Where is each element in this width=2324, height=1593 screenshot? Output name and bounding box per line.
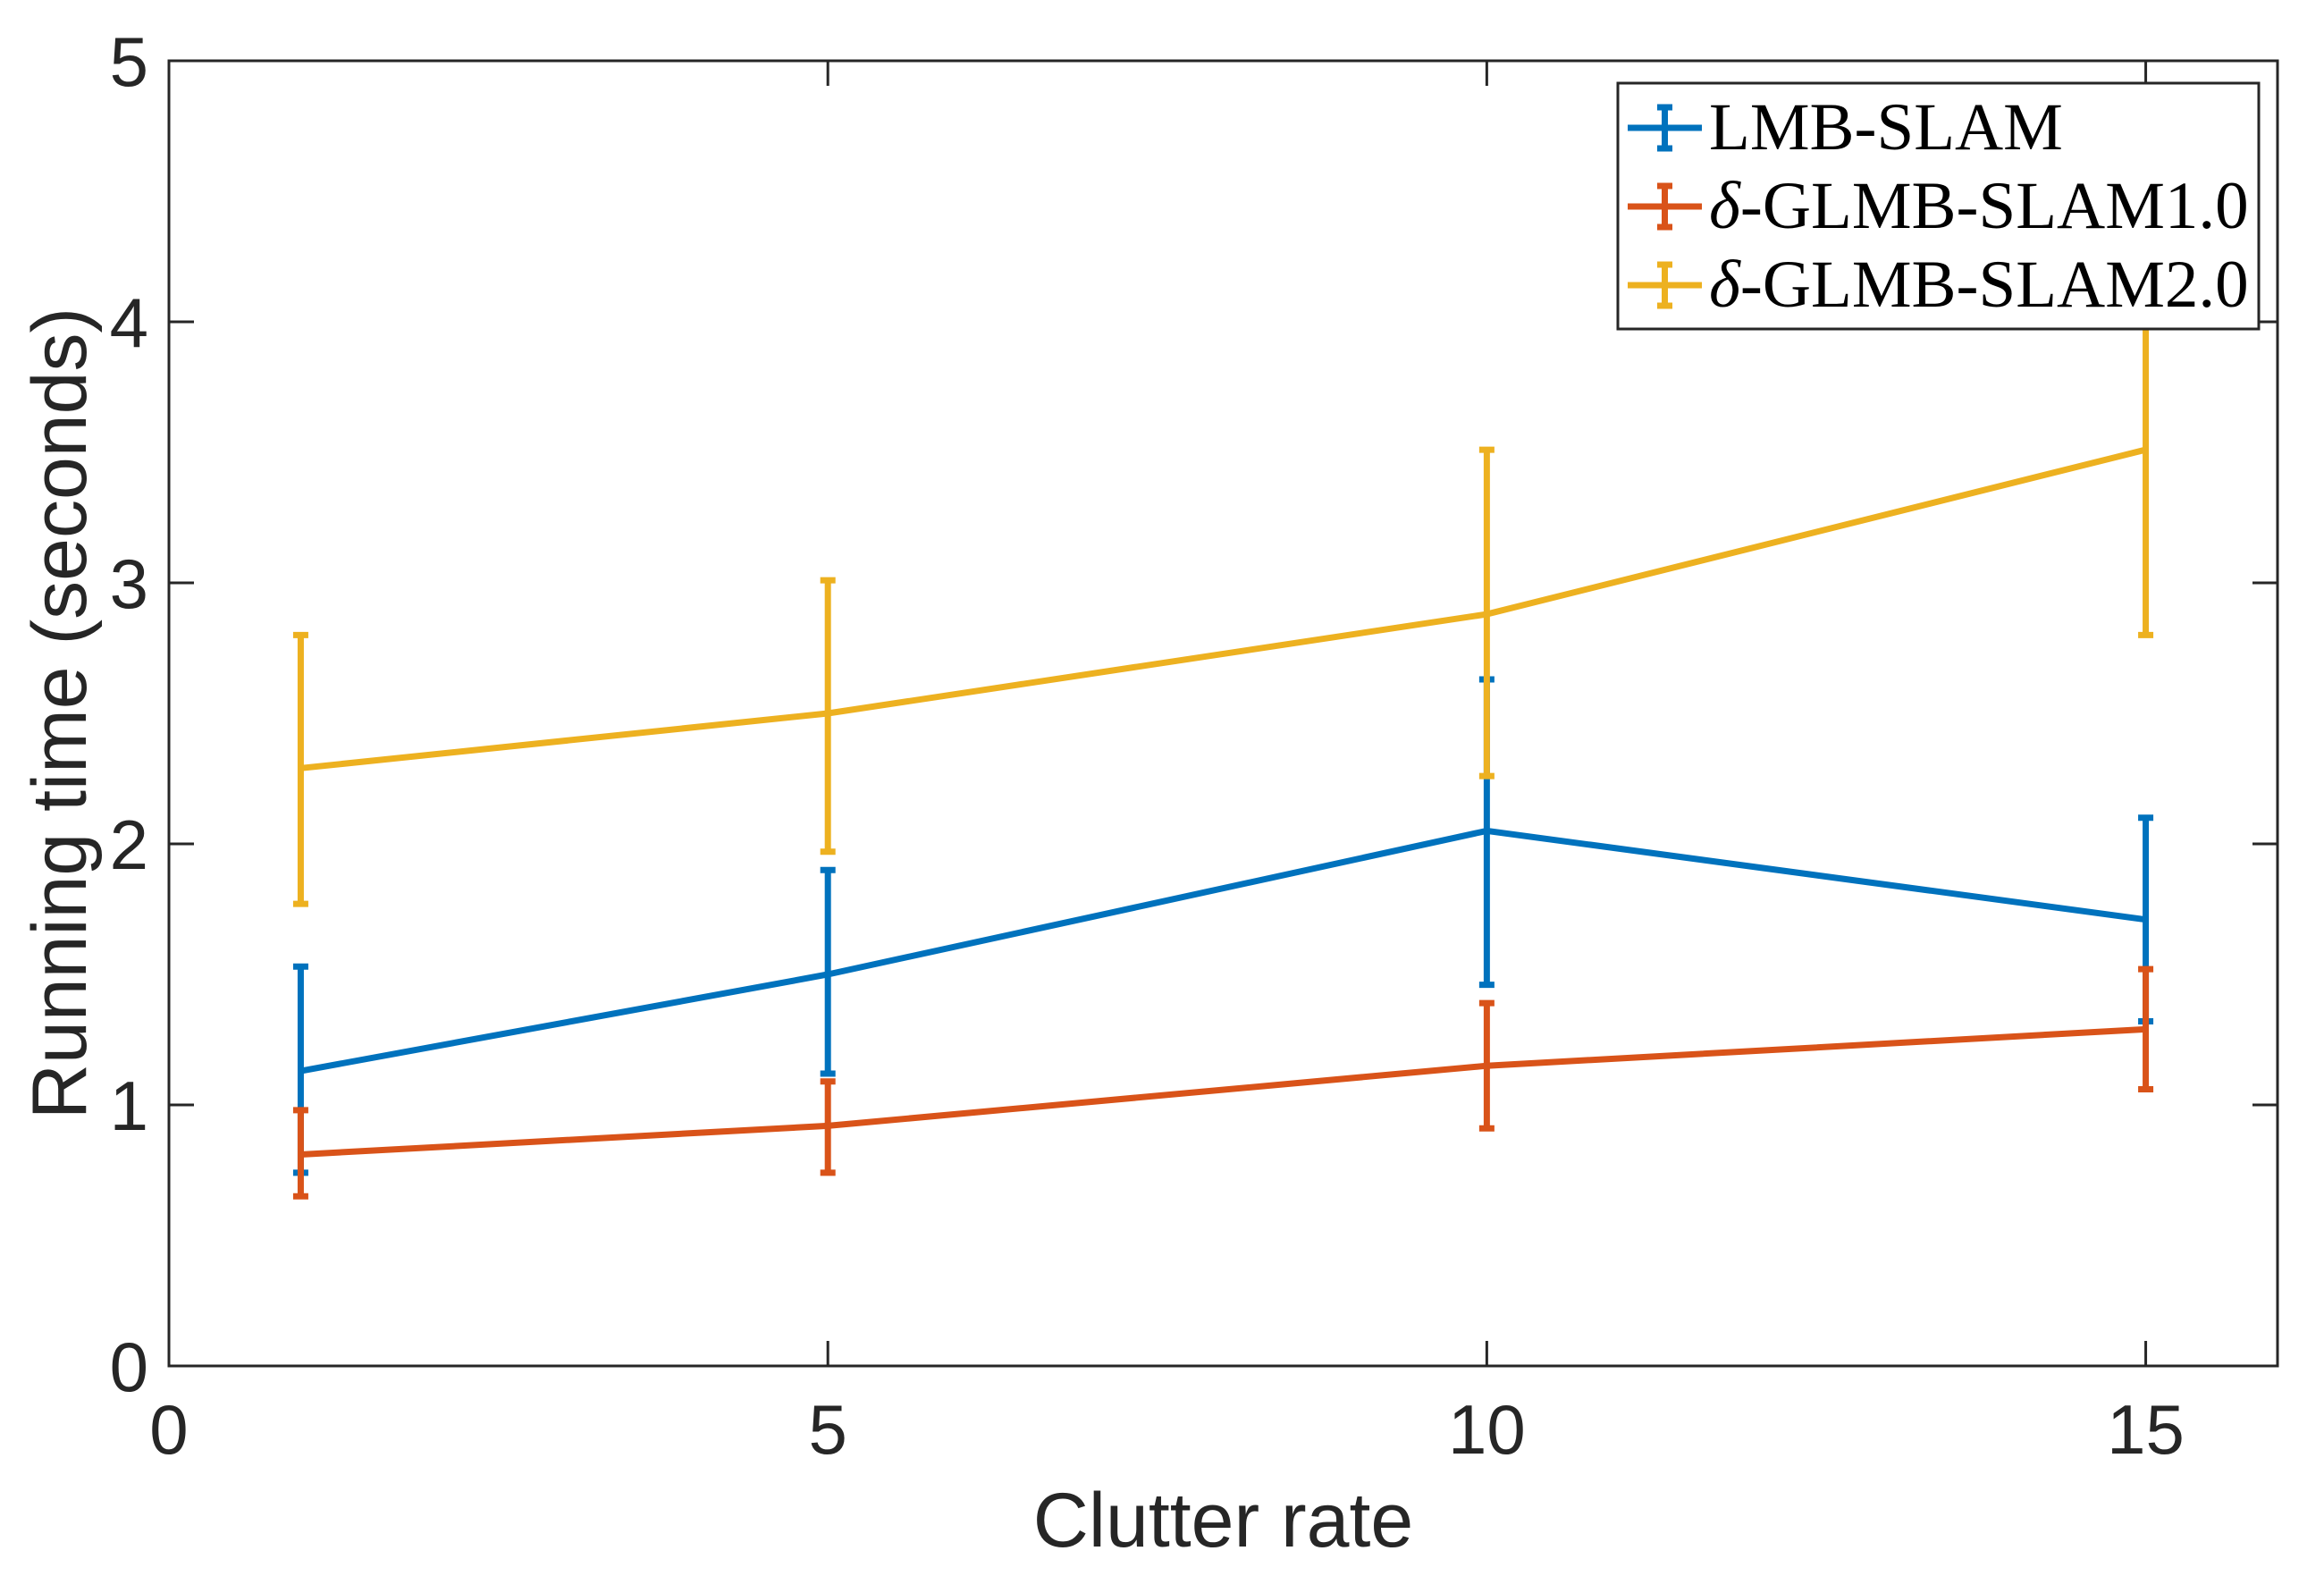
- legend-label: δ-GLMB-SLAM2.0: [1709, 248, 2249, 322]
- y-tick-label: 1: [110, 1066, 148, 1145]
- legend-row: δ-GLMB-SLAM2.0: [1628, 248, 2249, 322]
- series-line: [300, 1025, 2146, 1158]
- x-tick-label: 15: [2107, 1390, 2185, 1469]
- x-axis: 0 5 10 15: [149, 61, 2185, 1469]
- x-tick-label: 10: [1448, 1390, 1526, 1469]
- y-tick-label: 3: [110, 544, 148, 623]
- series-3: [292, 253, 2154, 907]
- legend-row: δ-GLMB-SLAM1.0: [1628, 169, 2249, 243]
- x-tick-label: 5: [808, 1390, 846, 1469]
- y-tick-label: 4: [110, 283, 148, 362]
- y-axis: 0 1 2 3 4 5: [110, 22, 2278, 1406]
- legend-row: LMB-SLAM: [1628, 90, 2063, 164]
- legend-box: [1616, 81, 2261, 331]
- y-axis-label: Running time (seconds): [17, 308, 103, 1119]
- series-line: [299, 827, 2147, 1075]
- y-tick-label: 0: [110, 1328, 148, 1406]
- legend-label: LMB-SLAM: [1709, 90, 2063, 164]
- y-tick-label: 5: [110, 22, 148, 101]
- x-axis-label: Clutter rate: [1033, 1478, 1413, 1564]
- axes-box: [167, 59, 2279, 1368]
- series-line: [300, 446, 2147, 771]
- series-1: [292, 676, 2154, 1176]
- x-tick-label: 0: [149, 1390, 188, 1469]
- legend-label: δ-GLMB-SLAM1.0: [1709, 169, 2249, 243]
- y-tick-label: 2: [110, 805, 148, 884]
- series-2: [292, 965, 2154, 1200]
